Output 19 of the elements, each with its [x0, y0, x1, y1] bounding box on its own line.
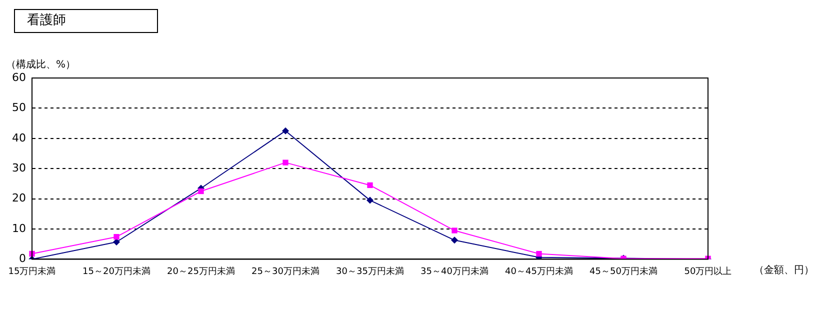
y-tick-label: 60 [12, 70, 26, 84]
x-tick-label: 45～50万円未満 [590, 266, 658, 277]
x-tick-label: 50万円以上 [684, 266, 732, 277]
x-tick-label: 30～35万円未満 [336, 266, 404, 277]
x-tick-label: 40～45万円未満 [505, 266, 573, 277]
chart-title: 看護師 [14, 9, 158, 33]
x-axis-title: （金額、円） [754, 264, 814, 276]
y-tick-label: 30 [12, 161, 26, 174]
y-tick-label: 0 [18, 252, 26, 266]
x-tick-label: 20～25万円未満 [167, 266, 235, 277]
y-tick-label: 20 [12, 192, 26, 205]
y-axis-title: （構成比、%） [6, 58, 76, 71]
y-tick-label: 40 [12, 131, 26, 144]
y-tick-label: 50 [12, 101, 26, 114]
x-tick-label: 15～20万円未満 [82, 266, 150, 277]
x-tick-label: 25～30万円未満 [252, 266, 320, 277]
x-tick-label: 15万円未満 [8, 266, 56, 277]
y-tick-label: 10 [12, 222, 26, 235]
x-tick-label: 35～40万円未満 [420, 266, 488, 277]
